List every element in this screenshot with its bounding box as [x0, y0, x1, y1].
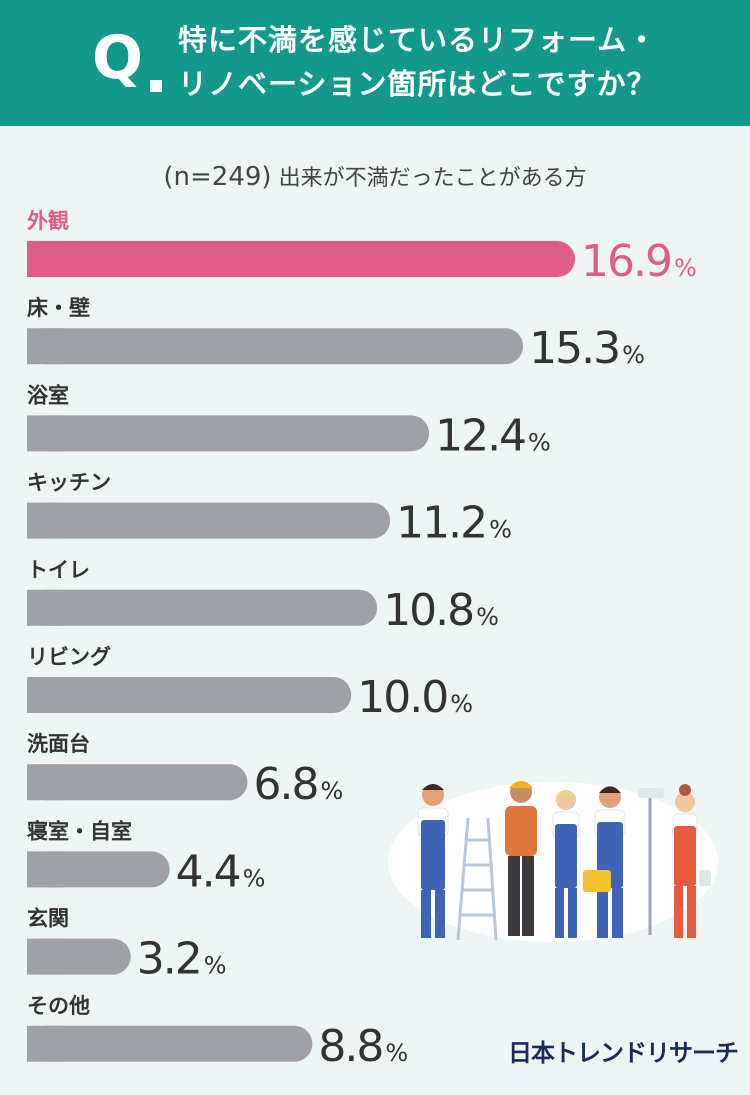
question-line-2: リノベーション箇所はどこですか？ — [178, 67, 657, 101]
bar-left-cap — [27, 415, 63, 452]
bar — [27, 241, 575, 277]
brand-logo: 日本トレンドリサーチ — [508, 1039, 739, 1067]
bar-left-cap — [27, 851, 63, 888]
value-label: 4.4% — [176, 846, 266, 897]
category-label: キッチン — [27, 471, 111, 495]
value-label: 10.8% — [383, 585, 499, 636]
respondent-description: 出来が不満だったことがある方 — [278, 166, 587, 191]
bar-left-cap — [27, 502, 63, 539]
value-label: 6.8% — [253, 759, 343, 810]
value-label: 10.0% — [357, 672, 473, 723]
bar — [27, 589, 378, 626]
category-label: 寝室・自室 — [27, 819, 132, 843]
bar — [27, 764, 248, 801]
bar — [27, 1025, 313, 1062]
value-label: 12.4% — [435, 410, 551, 461]
value-label: 11.2% — [396, 498, 512, 549]
category-label: 玄関 — [27, 907, 69, 931]
value-label: 15.3% — [529, 323, 645, 374]
category-label: 浴室 — [27, 383, 69, 407]
chart-subtitle: (n=249) 出来が不満だったことがある方 — [0, 160, 750, 192]
workers-illustration — [388, 781, 718, 942]
value-label: 3.2% — [137, 934, 227, 985]
category-label: 床・壁 — [27, 296, 90, 320]
question-line-1: 特に不満を感じているリフォーム・ — [178, 23, 658, 57]
bar-left-cap — [27, 589, 63, 626]
sample-size: (n=249) — [163, 162, 272, 192]
bar — [27, 502, 391, 539]
category-label: その他 — [27, 994, 90, 1018]
bar-left-cap — [27, 241, 63, 277]
bar-left-cap — [27, 938, 63, 975]
q-mark: Q — [92, 23, 144, 93]
value-label: 16.9% — [581, 236, 697, 287]
category-label: リビング — [27, 645, 111, 669]
bar-left-cap — [27, 764, 63, 801]
bar-left-cap — [27, 328, 63, 365]
bar — [27, 677, 352, 713]
category-label: 洗面台 — [27, 732, 90, 756]
q-dot — [150, 80, 162, 92]
category-label: 外観 — [27, 209, 69, 233]
bar — [27, 415, 430, 452]
value-label: 8.8% — [318, 1021, 408, 1072]
category-label: トイレ — [27, 558, 90, 582]
question-header: Q 特に不満を感じているリフォーム・ リノベーション箇所はどこですか？ — [0, 0, 750, 126]
bar-left-cap — [27, 1025, 63, 1062]
bar — [27, 328, 524, 365]
bar-left-cap — [27, 677, 63, 713]
